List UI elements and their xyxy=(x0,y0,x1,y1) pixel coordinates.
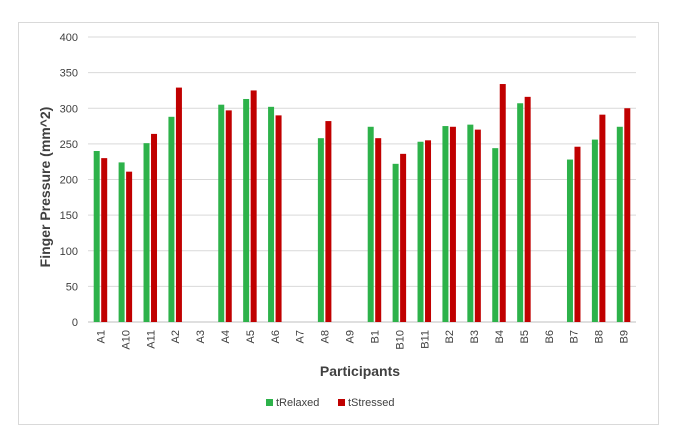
x-tick-label: B2 xyxy=(444,330,456,343)
bar-tstressed-b11 xyxy=(425,140,432,322)
bar-trelaxed-a2 xyxy=(168,116,175,322)
bar-tstressed-a1 xyxy=(101,158,108,322)
y-tick-label: 300 xyxy=(60,103,78,115)
x-tick-label: B7 xyxy=(569,330,581,343)
legend-swatch-trelaxed xyxy=(266,399,273,406)
bar-trelaxed-a8 xyxy=(317,138,324,322)
bar-tstressed-a4 xyxy=(225,110,232,322)
bar-trelaxed-b5 xyxy=(517,103,524,322)
y-tick-label: 200 xyxy=(60,175,78,187)
bar-tstressed-b8 xyxy=(599,114,606,322)
bars xyxy=(93,84,631,323)
x-tick-label: A10 xyxy=(120,330,132,350)
bar-trelaxed-b2 xyxy=(442,126,449,322)
x-tick-label: B8 xyxy=(594,330,606,343)
bar-tstressed-b10 xyxy=(400,153,407,322)
y-tick-label: 150 xyxy=(60,210,78,222)
bar-tstressed-a6 xyxy=(275,115,282,322)
y-axis-ticks: 0 50 100 150 200 250 300 350 400 xyxy=(60,32,78,329)
legend: tRelaxed tStressed xyxy=(266,397,394,409)
bar-trelaxed-b8 xyxy=(591,139,598,322)
x-tick-label: A1 xyxy=(95,330,107,343)
bar-tstressed-b5 xyxy=(524,96,531,322)
x-tick-label: A7 xyxy=(295,330,307,343)
x-tick-label: A11 xyxy=(145,330,157,349)
legend-label-trelaxed: tRelaxed xyxy=(276,397,319,409)
bar-trelaxed-a1 xyxy=(93,151,100,322)
legend-swatch-tstressed xyxy=(338,399,345,406)
x-tick-label: A2 xyxy=(170,330,182,343)
chart-frame xyxy=(18,22,659,425)
x-axis-ticks: A1 A10 A11 A2 A3 A4 A5 A6 A7 A8 A9 B1 B10 B11 B2 B3 B4 B5… xyxy=(95,330,630,350)
x-axis-title: Participants xyxy=(320,363,400,379)
x-tick-label: B6 xyxy=(544,330,556,343)
x-tick-label: B10 xyxy=(394,330,406,350)
x-tick-label: A9 xyxy=(345,330,357,343)
x-tick-label: B11 xyxy=(419,330,431,349)
y-tick-label: 250 xyxy=(60,139,78,151)
bar-trelaxed-b3 xyxy=(467,124,474,322)
x-tick-label: B9 xyxy=(619,330,631,343)
y-tick-label: 100 xyxy=(60,246,78,258)
bar-tstressed-b9 xyxy=(624,108,631,322)
x-tick-label: A6 xyxy=(270,330,282,343)
y-tick-label: 400 xyxy=(60,32,78,44)
bar-tstressed-b1 xyxy=(375,138,382,322)
bar-tstressed-a2 xyxy=(175,87,182,323)
bar-trelaxed-b10 xyxy=(392,163,399,322)
x-tick-label: B3 xyxy=(469,330,481,343)
bar-tstressed-a10 xyxy=(126,171,133,322)
x-tick-label: A3 xyxy=(195,330,207,343)
y-tick-label: 350 xyxy=(60,68,78,80)
bar-trelaxed-b7 xyxy=(566,159,573,322)
bar-trelaxed-b9 xyxy=(616,126,623,323)
x-tick-label: B5 xyxy=(519,330,531,343)
bar-trelaxed-a5 xyxy=(243,98,250,322)
bar-tstressed-b7 xyxy=(574,146,581,322)
bar-trelaxed-a11 xyxy=(143,143,150,322)
bar-trelaxed-a6 xyxy=(268,106,275,322)
bar-tstressed-b2 xyxy=(449,126,456,323)
bar-tstressed-b3 xyxy=(474,129,481,322)
x-tick-label: A5 xyxy=(245,330,257,343)
bar-trelaxed-a10 xyxy=(118,162,125,322)
legend-label-tstressed: tStressed xyxy=(348,397,394,409)
x-tick-label: B1 xyxy=(369,330,381,343)
y-tick-label: 0 xyxy=(72,317,78,329)
y-tick-label: 50 xyxy=(66,281,78,293)
bar-tstressed-b4 xyxy=(499,84,506,323)
bar-tstressed-a5 xyxy=(250,90,257,322)
bar-tstressed-a8 xyxy=(325,121,332,322)
bar-trelaxed-b1 xyxy=(367,126,374,323)
x-tick-label: A8 xyxy=(320,330,332,343)
y-axis-title: Finger Pressure (mm^2) xyxy=(37,107,53,268)
bar-tstressed-a11 xyxy=(151,133,158,322)
bar-trelaxed-a4 xyxy=(218,104,225,322)
bar-trelaxed-b4 xyxy=(492,148,499,322)
x-tick-label: B4 xyxy=(494,330,506,343)
x-tick-label: A4 xyxy=(220,330,232,343)
bar-trelaxed-b11 xyxy=(417,141,424,322)
